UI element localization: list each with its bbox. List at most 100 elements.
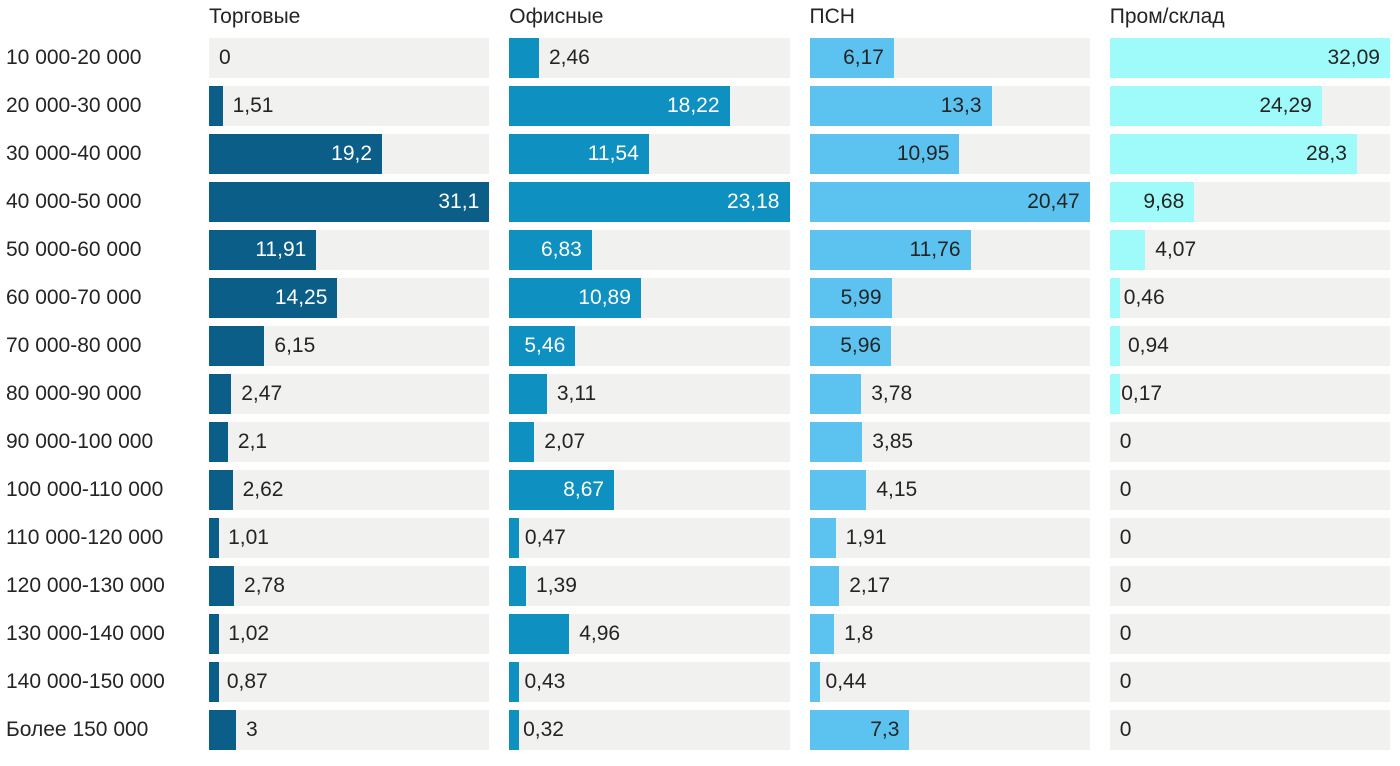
series-header-prom-sklad: Пром/склад xyxy=(1109,5,1225,28)
bar-track: 9,68 xyxy=(1109,182,1390,222)
bar-value: 0 xyxy=(1119,478,1132,501)
bar-track: 0 xyxy=(1109,422,1390,462)
bar-track: 0,94 xyxy=(1109,326,1390,366)
row-label: 20 000-30 000 xyxy=(6,94,142,117)
bar: 31,1 xyxy=(209,182,490,222)
chart-header: Торговые Офисные ПСН Пром/склад xyxy=(0,4,1390,30)
bar: 13,3 xyxy=(809,86,992,126)
bar-value: 3,85 xyxy=(872,430,914,453)
bar: 5,96 xyxy=(809,326,892,366)
bar-value: 4,15 xyxy=(876,478,918,501)
bar-track: 3 xyxy=(209,710,490,750)
bar xyxy=(209,86,223,126)
bar-track: 3,85 xyxy=(809,422,1090,462)
bar-track: 0,44 xyxy=(809,662,1090,702)
bar-track: 8,67 xyxy=(509,470,790,510)
bar-value: 24,29 xyxy=(1259,94,1312,117)
chart-row: 70 000-80 000 6,15 5,46 5,96 0,94 xyxy=(0,326,1390,366)
bar-track: 0,46 xyxy=(1109,278,1390,318)
bar: 11,91 xyxy=(209,230,317,270)
bar-value: 2,62 xyxy=(242,478,284,501)
bar-value: 19,2 xyxy=(331,142,373,165)
bar-track: 1,51 xyxy=(209,86,490,126)
row-label: 100 000-110 000 xyxy=(6,478,164,501)
bar xyxy=(809,422,863,462)
bar-value: 2,1 xyxy=(237,430,268,453)
bar: 8,67 xyxy=(509,470,615,510)
bar xyxy=(1109,374,1120,414)
bar-value: 0,43 xyxy=(524,670,566,693)
chart-row: 130 000-140 000 1,02 4,96 1,8 0 xyxy=(0,614,1390,654)
bar xyxy=(809,374,862,414)
bar: 19,2 xyxy=(209,134,383,174)
bar-track: 2,62 xyxy=(209,470,490,510)
row-label: Более 150 000 xyxy=(6,718,149,741)
bar: 7,3 xyxy=(809,710,910,750)
bar-value: 5,99 xyxy=(840,286,882,309)
bar-value: 0,44 xyxy=(825,670,867,693)
bar-track: 0 xyxy=(1109,662,1390,702)
bar-value: 2,46 xyxy=(548,46,590,69)
row-label: 70 000-80 000 xyxy=(6,334,142,357)
bar-value: 1,51 xyxy=(232,94,274,117)
bar-value: 6,83 xyxy=(540,238,582,261)
bar xyxy=(509,38,539,78)
bar-value: 4,96 xyxy=(579,622,621,645)
bar-value: 0 xyxy=(1119,670,1132,693)
bar-track: 6,15 xyxy=(209,326,490,366)
bar-track: 0,17 xyxy=(1109,374,1390,414)
bar-track: 3,11 xyxy=(509,374,790,414)
row-label: 130 000-140 000 xyxy=(6,622,165,645)
bar-track: 0 xyxy=(1109,518,1390,558)
bar-value: 9,68 xyxy=(1143,190,1185,213)
bar-value: 1,8 xyxy=(844,622,874,645)
bar-value: 1,39 xyxy=(536,574,577,597)
row-label: 10 000-20 000 xyxy=(6,46,142,69)
bar-value: 0,17 xyxy=(1121,382,1163,405)
bar-track: 1,39 xyxy=(509,566,790,606)
bar-value: 14,25 xyxy=(274,286,328,309)
bar: 9,68 xyxy=(1109,182,1195,222)
bar-track: 1,8 xyxy=(809,614,1090,654)
bar-value: 8,67 xyxy=(563,478,605,501)
bar-value: 0,94 xyxy=(1127,334,1169,357)
bar-value: 2,07 xyxy=(544,430,586,453)
bar-value: 20,47 xyxy=(1027,190,1080,213)
bar-track: 4,07 xyxy=(1109,230,1390,270)
bar-value: 0,32 xyxy=(523,718,564,741)
bar-value: 1,91 xyxy=(845,526,887,549)
bar xyxy=(209,614,219,654)
bar-track: 10,89 xyxy=(509,278,790,318)
bar: 18,22 xyxy=(509,86,730,126)
bar: 14,25 xyxy=(209,278,338,318)
bar-track: 0,32 xyxy=(509,710,790,750)
bar: 32,09 xyxy=(1109,38,1390,78)
bar-track: 31,1 xyxy=(209,182,490,222)
bar xyxy=(509,614,570,654)
bar-track: 10,95 xyxy=(809,134,1090,174)
bar-track: 5,46 xyxy=(509,326,790,366)
bar xyxy=(509,566,527,606)
row-label: 40 000-50 000 xyxy=(6,190,142,213)
bar: 6,17 xyxy=(809,38,894,78)
chart-row: 50 000-60 000 11,91 6,83 11,76 4,07 xyxy=(0,230,1390,270)
chart-row: 40 000-50 000 31,1 23,18 20,47 9,68 xyxy=(0,182,1390,222)
bar-value: 0,47 xyxy=(524,526,566,549)
bar-track: 23,18 xyxy=(509,182,790,222)
bar-track: 14,25 xyxy=(209,278,490,318)
bar-track: 3,78 xyxy=(809,374,1090,414)
bar xyxy=(209,470,233,510)
bar-track: 1,01 xyxy=(209,518,490,558)
bar: 11,54 xyxy=(509,134,649,174)
row-label: 30 000-40 000 xyxy=(6,142,142,165)
bar-track: 32,09 xyxy=(1109,38,1390,78)
bar xyxy=(1109,278,1120,318)
bar-track: 24,29 xyxy=(1109,86,1390,126)
bar-track: 18,22 xyxy=(509,86,790,126)
bar-track: 2,78 xyxy=(209,566,490,606)
bar-track: 5,96 xyxy=(809,326,1090,366)
bar-value: 2,78 xyxy=(244,574,285,597)
bar xyxy=(509,710,520,750)
chart-row: 30 000-40 000 19,2 11,54 10,95 28,3 xyxy=(0,134,1390,174)
bar: 6,83 xyxy=(509,230,592,270)
